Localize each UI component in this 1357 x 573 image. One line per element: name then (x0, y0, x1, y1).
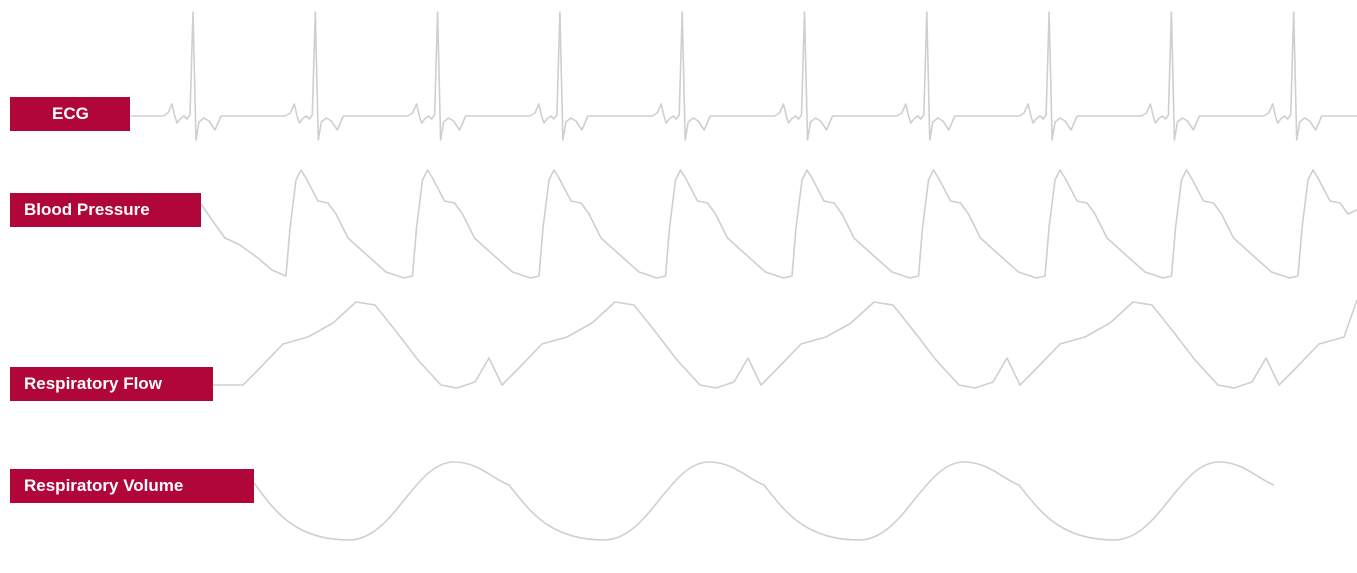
respiratory-volume-label: Respiratory Volume (10, 469, 254, 503)
ecg-trace (131, 11, 1357, 141)
respiratory-flow-trace (213, 299, 1357, 389)
blood-pressure-trace (200, 169, 1357, 279)
blood-pressure-label: Blood Pressure (10, 193, 201, 227)
ecg-label: ECG (10, 97, 130, 131)
respiratory-flow-label: Respiratory Flow (10, 367, 213, 401)
respiratory-volume-trace (253, 461, 1275, 541)
